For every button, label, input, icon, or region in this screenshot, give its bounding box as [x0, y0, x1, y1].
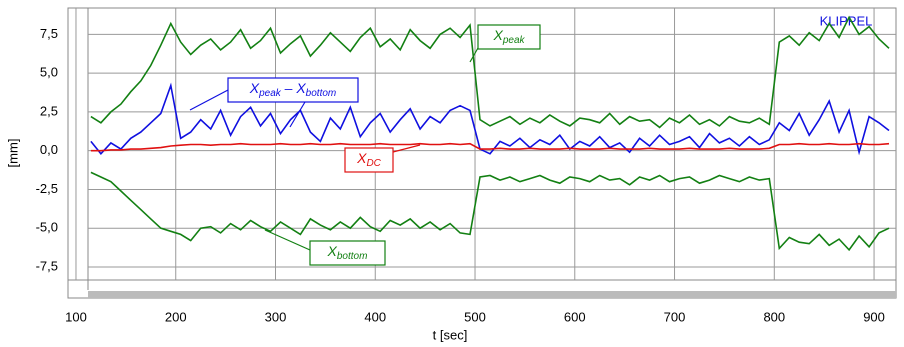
annotation-sub: peak — [502, 35, 526, 46]
leader-line — [189, 89, 229, 111]
x-tick-label: 900 — [863, 309, 885, 324]
annotation-text: X — [356, 150, 367, 166]
series-line — [90, 171, 890, 252]
series-line — [90, 82, 890, 156]
y-tick-label: -2,5 — [36, 181, 58, 196]
annotation: Xpeak – Xbottom — [249, 80, 337, 99]
annotation-sub: peak — [258, 88, 282, 99]
plot-frame — [67, 7, 897, 299]
x-axis-label: t [sec] — [433, 327, 468, 342]
y-axis-label: [mm] — [5, 139, 20, 168]
y-tick-label: -5,0 — [36, 220, 58, 235]
annotation: Xpeak — [492, 27, 525, 46]
annotation-sub: DC — [366, 158, 381, 169]
annotation-box — [344, 147, 394, 173]
y-tick-label: 5,0 — [40, 65, 58, 80]
y-tick-label: 7,5 — [40, 26, 58, 41]
annotation-box — [477, 24, 541, 50]
annotation-box — [227, 77, 359, 103]
annotation-text: – X — [281, 80, 307, 96]
annotation-sub: bottom — [337, 251, 368, 262]
leader-line — [264, 229, 311, 251]
y-tick-label: -7,5 — [36, 258, 58, 273]
x-tick-label: 300 — [265, 309, 287, 324]
scroll-bar — [88, 291, 896, 298]
x-tick-label: 600 — [564, 309, 586, 324]
x-tick-label: 200 — [165, 309, 187, 324]
annotation-text: X — [327, 243, 338, 259]
annotation: Xbottom — [327, 243, 368, 262]
x-tick-label: 500 — [464, 309, 486, 324]
x-tick-label: 700 — [664, 309, 686, 324]
x-tick-label: 800 — [763, 309, 785, 324]
annotation-text: X — [492, 27, 503, 43]
brand: KLIPPEL — [820, 13, 873, 28]
x-tick-label: 400 — [364, 309, 386, 324]
x-tick-label: 100 — [65, 309, 87, 324]
series-line — [90, 15, 890, 129]
y-tick-label: 2,5 — [40, 103, 58, 118]
annotation: XDC — [356, 150, 382, 169]
leader-line — [469, 47, 479, 63]
annotation-sub: bottom — [306, 88, 337, 99]
leader-line — [289, 101, 306, 128]
annotation-box — [309, 240, 386, 266]
annotation-text: X — [249, 80, 260, 96]
y-tick-label: 0,0 — [40, 142, 58, 157]
leader-line — [392, 144, 421, 153]
series-line — [90, 142, 890, 152]
